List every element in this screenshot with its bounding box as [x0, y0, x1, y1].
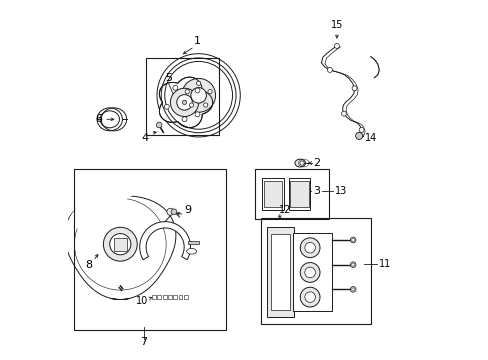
- Text: 4: 4: [141, 133, 148, 143]
- Circle shape: [303, 194, 306, 198]
- Circle shape: [207, 90, 212, 94]
- Circle shape: [300, 238, 319, 258]
- Circle shape: [298, 197, 302, 201]
- Circle shape: [293, 196, 296, 200]
- Bar: [290, 181, 308, 207]
- Text: 9: 9: [183, 205, 190, 215]
- Circle shape: [300, 287, 319, 307]
- Circle shape: [351, 288, 354, 291]
- Bar: [167, 295, 171, 299]
- Circle shape: [182, 117, 186, 122]
- Ellipse shape: [97, 108, 122, 131]
- Bar: [288, 177, 310, 210]
- Circle shape: [351, 86, 356, 91]
- Bar: [267, 227, 293, 317]
- Circle shape: [164, 104, 169, 109]
- Text: 13: 13: [334, 186, 346, 196]
- Circle shape: [300, 262, 319, 282]
- Circle shape: [341, 111, 346, 116]
- Circle shape: [176, 95, 192, 110]
- Bar: [152, 295, 156, 299]
- Text: 2: 2: [313, 158, 320, 168]
- Text: 10: 10: [136, 296, 148, 306]
- Bar: [262, 177, 284, 210]
- Circle shape: [327, 67, 332, 72]
- Bar: [261, 218, 370, 324]
- Circle shape: [351, 239, 354, 242]
- Circle shape: [303, 185, 306, 188]
- Text: 6: 6: [96, 114, 102, 124]
- Bar: [178, 295, 182, 299]
- Polygon shape: [140, 222, 190, 260]
- Circle shape: [304, 242, 315, 253]
- Bar: [264, 181, 282, 207]
- Polygon shape: [159, 77, 212, 127]
- Circle shape: [171, 209, 176, 215]
- Circle shape: [156, 122, 162, 128]
- Circle shape: [304, 292, 315, 302]
- Text: 7: 7: [140, 337, 147, 347]
- Polygon shape: [64, 181, 155, 235]
- Bar: [74, 170, 225, 330]
- Bar: [293, 233, 331, 311]
- Ellipse shape: [100, 111, 119, 128]
- Circle shape: [291, 184, 305, 198]
- Text: 14: 14: [365, 133, 377, 143]
- Circle shape: [195, 112, 200, 117]
- Text: 11: 11: [378, 259, 390, 269]
- Circle shape: [203, 103, 207, 107]
- Text: 3: 3: [313, 186, 320, 196]
- Bar: [113, 238, 127, 251]
- Circle shape: [170, 88, 198, 117]
- Text: 1: 1: [193, 36, 200, 46]
- Circle shape: [334, 44, 339, 48]
- Circle shape: [289, 187, 293, 190]
- Circle shape: [173, 85, 178, 90]
- Circle shape: [189, 103, 193, 107]
- Circle shape: [166, 208, 174, 215]
- Circle shape: [109, 234, 131, 255]
- Circle shape: [157, 54, 240, 137]
- Circle shape: [196, 81, 201, 85]
- Circle shape: [182, 78, 215, 112]
- Text: 8: 8: [85, 260, 92, 270]
- Ellipse shape: [294, 159, 305, 167]
- Circle shape: [182, 100, 186, 104]
- Circle shape: [195, 88, 200, 93]
- Text: 12: 12: [279, 205, 291, 215]
- Text: 15: 15: [330, 21, 343, 31]
- Circle shape: [298, 182, 302, 185]
- Circle shape: [305, 189, 308, 193]
- Bar: [270, 234, 290, 310]
- Bar: [173, 295, 177, 299]
- Circle shape: [349, 287, 355, 292]
- Circle shape: [358, 127, 364, 132]
- Text: 5: 5: [165, 73, 172, 83]
- Bar: [183, 295, 187, 299]
- Circle shape: [351, 263, 354, 266]
- Bar: [163, 295, 166, 299]
- Circle shape: [185, 90, 189, 94]
- Circle shape: [103, 227, 137, 261]
- Circle shape: [293, 183, 296, 186]
- Circle shape: [355, 132, 362, 139]
- Bar: [188, 242, 198, 244]
- Polygon shape: [64, 195, 176, 300]
- Circle shape: [349, 262, 355, 267]
- Bar: [157, 295, 161, 299]
- Bar: [255, 170, 328, 219]
- Ellipse shape: [186, 248, 196, 254]
- Circle shape: [190, 87, 206, 103]
- Circle shape: [304, 267, 315, 278]
- Bar: [146, 58, 219, 135]
- Circle shape: [294, 187, 303, 195]
- Circle shape: [349, 237, 355, 243]
- Circle shape: [289, 192, 293, 196]
- Circle shape: [299, 161, 304, 165]
